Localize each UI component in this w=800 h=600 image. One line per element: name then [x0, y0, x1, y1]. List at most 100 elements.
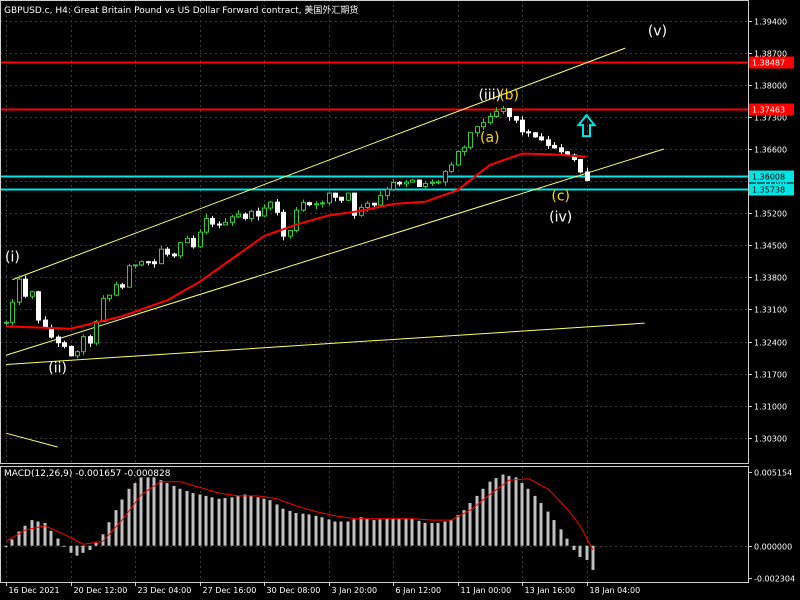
candle-body: [230, 216, 235, 223]
macd-histogram-bar: [352, 519, 356, 546]
macd-histogram-bar: [301, 513, 305, 546]
price-tick-label: 1.38700: [754, 50, 787, 59]
candle-body: [165, 248, 170, 255]
candle-body: [10, 301, 15, 323]
wave-label: (c): [551, 188, 570, 204]
time-tick-label: 3 Jan 20:00: [332, 586, 378, 595]
candle-body: [146, 261, 151, 264]
macd-histogram-bar: [62, 545, 66, 547]
level-price-tags: 1.38487 1.37463 1.36008 1.35738: [749, 56, 794, 196]
macd-histogram-bar: [559, 529, 563, 546]
macd-grid: [0, 466, 748, 582]
channel-trendline[interactable]: [12, 47, 626, 281]
candle-body: [443, 170, 448, 183]
time-tick-label: 6 Jan 12:00: [396, 586, 442, 595]
candle: [456, 150, 461, 166]
macd-tick-label: -0.002304: [754, 575, 795, 584]
macd-histogram-bar: [172, 485, 176, 546]
macd-histogram-bar: [101, 534, 105, 546]
candle-body: [327, 192, 332, 204]
candle-body: [88, 336, 93, 344]
macd-histogram-bar: [236, 495, 240, 546]
candle-body: [320, 202, 325, 205]
macd-histogram-bar: [501, 474, 505, 546]
macd-histogram-bar: [404, 518, 408, 546]
candle: [114, 281, 119, 297]
candle: [552, 142, 557, 149]
macd-panel: [4, 474, 595, 570]
candle: [352, 192, 357, 219]
candle: [436, 179, 441, 185]
macd-histogram-bar: [320, 517, 324, 546]
channel-trendline[interactable]: [5, 432, 58, 448]
candle: [152, 259, 157, 268]
macd-tick-label: 0.005154: [754, 469, 792, 478]
arrow-up-icon[interactable]: [576, 113, 597, 138]
macd-histogram-bar: [69, 545, 73, 553]
candle-body: [288, 229, 293, 237]
macd-histogram-bar: [275, 504, 279, 546]
candle-body: [514, 116, 519, 121]
wave-label: (i): [5, 249, 20, 265]
candle: [423, 181, 428, 189]
macd-histogram-bar: [591, 545, 595, 570]
candle-body: [127, 265, 132, 288]
macd-histogram-bar: [533, 495, 537, 546]
macd-histogram-bar: [552, 520, 556, 546]
candle-body: [69, 345, 74, 357]
macd-histogram-bar: [152, 477, 156, 546]
support-price-tag-label: 1.35738: [752, 186, 785, 195]
channel-trendline[interactable]: [5, 322, 645, 365]
macd-histogram-bar: [30, 520, 34, 546]
candle: [526, 129, 531, 137]
candle-body: [417, 179, 422, 187]
candle-body: [133, 264, 138, 267]
candle-body: [520, 119, 525, 133]
candle: [494, 107, 499, 118]
price-tick-label: 1.38000: [754, 82, 787, 91]
candle-body: [198, 231, 203, 248]
candle-body: [249, 210, 254, 219]
candle-body: [488, 115, 493, 124]
macd-histogram-bar: [468, 503, 472, 546]
resistance-price-tag-label: 1.38487: [752, 59, 785, 68]
macd-histogram-bar: [526, 488, 530, 546]
candle-body: [533, 132, 538, 138]
candle-body: [385, 188, 390, 197]
candle: [256, 207, 261, 221]
candle-body: [204, 217, 209, 233]
candle-body: [585, 171, 590, 181]
candle-body: [62, 342, 67, 347]
macd-histogram-bar: [397, 518, 401, 546]
candle-body: [449, 164, 454, 172]
macd-histogram-bar: [94, 542, 98, 546]
macd-histogram-bar: [81, 545, 85, 553]
candle: [301, 199, 306, 212]
macd-histogram-bar: [391, 518, 395, 546]
candle: [327, 191, 332, 206]
price-tick-label: 1.36600: [754, 146, 787, 155]
candle-body: [314, 203, 319, 206]
macd-histogram-bar: [572, 545, 576, 550]
price-tick-label: 1.33100: [754, 306, 787, 315]
macd-histogram-bar: [378, 519, 382, 546]
macd-histogram-bar: [294, 512, 298, 546]
candle: [333, 192, 338, 202]
price-tick-label: 1.31700: [754, 371, 787, 380]
macd-histogram-bar: [365, 518, 369, 546]
candle: [397, 181, 402, 187]
candle: [391, 179, 396, 191]
candle-body: [436, 181, 441, 184]
channel-trendlines[interactable]: [5, 47, 665, 448]
candle: [449, 162, 454, 174]
buy-arrow-marker[interactable]: [576, 113, 597, 138]
candle-body: [139, 261, 144, 266]
horizontal-levels[interactable]: [0, 61, 748, 191]
macd-panel-frame: [0, 466, 749, 583]
channel-trendline[interactable]: [5, 148, 665, 356]
candle-body: [333, 192, 338, 198]
candle: [468, 132, 473, 150]
candle: [191, 235, 196, 249]
